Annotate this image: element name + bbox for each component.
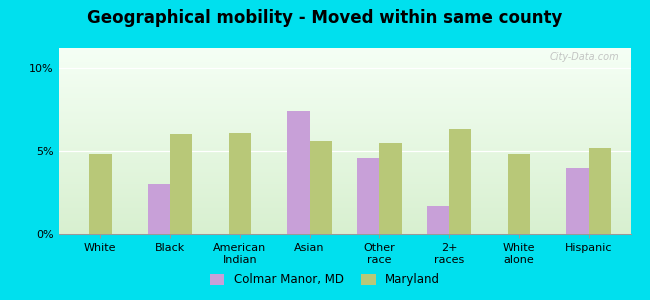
Bar (427, 206, 449, 234)
Text: City-Data.com: City-Data.com (549, 52, 619, 62)
Bar (89, 154, 112, 234)
Legend: Colmar Manor, MD, Maryland: Colmar Manor, MD, Maryland (205, 269, 445, 291)
Bar (566, 168, 589, 234)
Bar (229, 133, 251, 234)
Bar (309, 141, 332, 234)
Bar (589, 148, 611, 234)
Bar (508, 154, 530, 234)
Bar (287, 111, 309, 234)
Bar (357, 158, 380, 234)
Bar (170, 134, 192, 234)
Bar (449, 129, 471, 234)
Text: Geographical mobility - Moved within same county: Geographical mobility - Moved within sam… (87, 9, 563, 27)
Bar (148, 184, 170, 234)
Bar (380, 143, 402, 234)
